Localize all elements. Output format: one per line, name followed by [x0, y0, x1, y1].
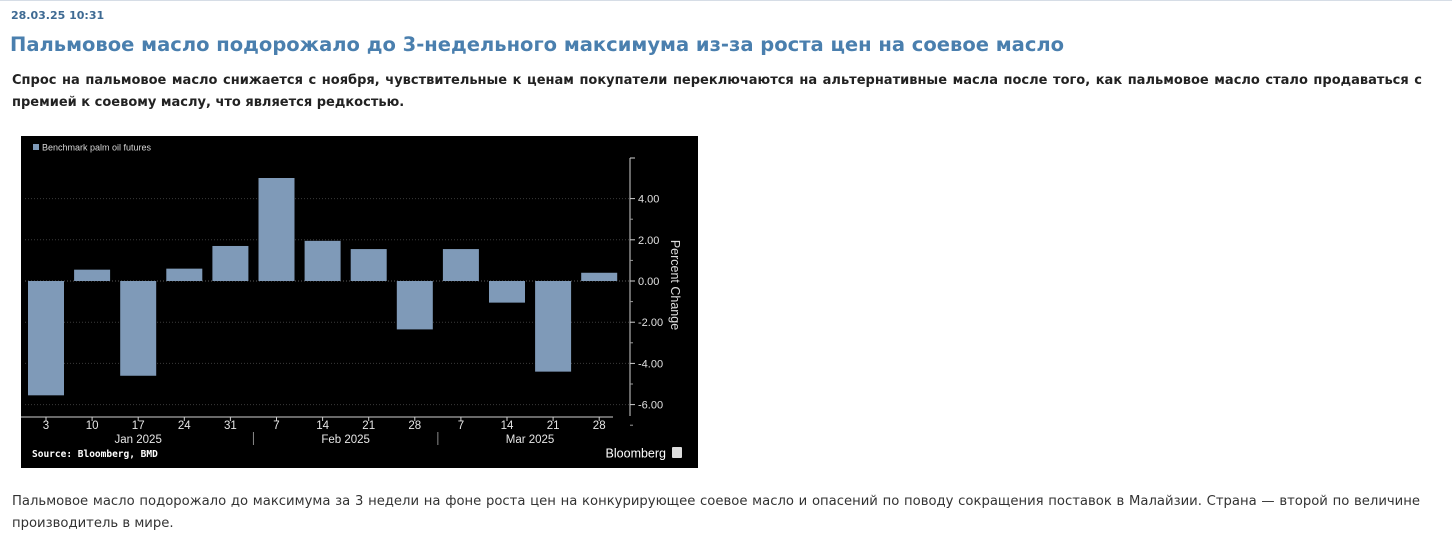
x-tick-label: 7	[273, 420, 279, 432]
bar	[581, 272, 618, 281]
bar	[258, 178, 295, 281]
x-tick-label: 31	[224, 420, 237, 432]
x-tick-label: 28	[408, 420, 421, 432]
bloomberg-logo: Bloomberg	[606, 447, 666, 461]
bar	[442, 249, 479, 281]
legend-swatch-icon	[33, 144, 39, 150]
bar	[120, 281, 157, 376]
x-tick-label: 17	[132, 420, 145, 432]
y-tick-label: -6.00	[638, 400, 663, 412]
x-tick-label: 21	[547, 420, 560, 432]
bar	[212, 245, 249, 281]
x-tick-label: 14	[316, 420, 329, 432]
chart-source: Source: Bloomberg, BMD	[32, 449, 158, 460]
y-tick-label: 2.00	[638, 235, 659, 247]
bar	[535, 281, 572, 372]
bar-chart: Benchmark palm oil futures 4.00 2.00 0.00 -…	[21, 143, 682, 461]
chart-image: Benchmark palm oil futures 4.00 2.00 0.00 -…	[21, 136, 698, 468]
month-label: Mar 2025	[506, 434, 555, 446]
article-body: Пальмовое масло подорожало до максимума …	[12, 494, 1420, 531]
y-tick-label: 0.00	[638, 276, 659, 288]
x-tick-label: 7	[458, 420, 464, 432]
article-lead: Спрос на пальмовое масло снижается с ноя…	[12, 73, 1422, 110]
bar	[74, 269, 111, 281]
bloomberg-badge-icon	[672, 447, 682, 458]
x-tick-label: 24	[178, 420, 191, 432]
y-tick-label: -2.00	[638, 317, 663, 329]
x-tick-label: 21	[362, 420, 375, 432]
y-tick-label: 4.00	[638, 194, 659, 206]
x-tick-label: 10	[86, 420, 99, 432]
y-axis-label: Percent Change	[668, 240, 682, 330]
bar	[28, 281, 64, 396]
y-tick-label: -4.00	[638, 358, 663, 370]
top-divider	[0, 0, 1452, 1]
bar	[166, 268, 203, 281]
month-label: Jan 2025	[115, 434, 162, 446]
bar	[489, 281, 525, 303]
month-label: Feb 2025	[321, 434, 370, 446]
bar	[304, 240, 341, 281]
bar	[396, 281, 433, 330]
legend-label: Benchmark palm oil futures	[42, 143, 152, 153]
bar	[350, 249, 387, 281]
x-tick-label: 3	[43, 420, 49, 432]
x-tick-label: 28	[593, 420, 606, 432]
article-title: Пальмовое масло подорожало до 3-недельно…	[10, 33, 1065, 56]
x-tick-label: 14	[501, 420, 514, 432]
publish-date: 28.03.25 10:31	[11, 9, 105, 22]
